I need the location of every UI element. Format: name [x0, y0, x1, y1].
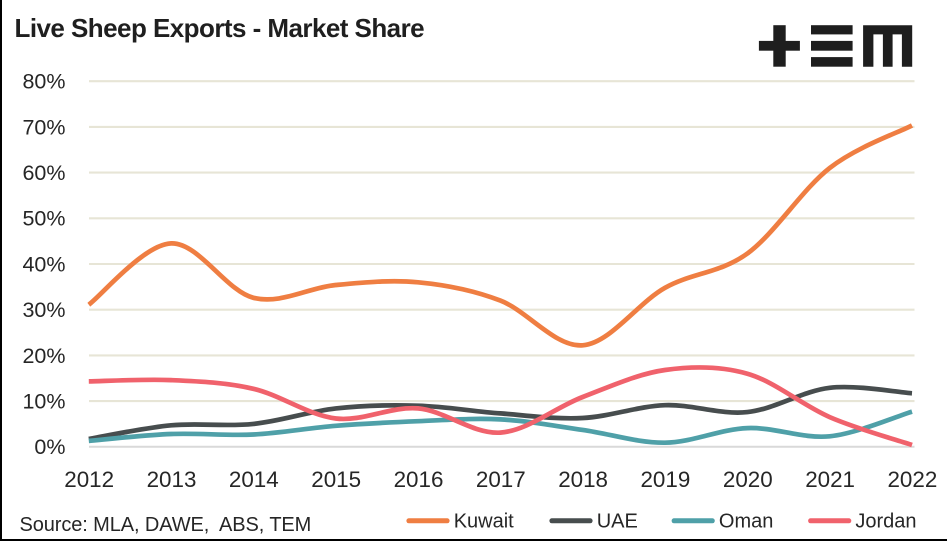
svg-text:Source: MLA, DAWE, ABS, TEM: Source: MLA, DAWE, ABS, TEM [20, 514, 312, 536]
svg-text:10%: 10% [22, 390, 65, 414]
svg-text:Jordan: Jordan [855, 511, 916, 533]
svg-text:20%: 20% [22, 344, 65, 368]
svg-text:2016: 2016 [394, 467, 444, 492]
svg-text:2014: 2014 [229, 467, 279, 492]
svg-text:UAE: UAE [597, 511, 638, 533]
svg-text:60%: 60% [22, 161, 65, 185]
svg-text:2019: 2019 [640, 467, 690, 492]
svg-text:2012: 2012 [64, 467, 114, 492]
svg-text:80%: 80% [22, 70, 65, 94]
svg-text:30%: 30% [22, 298, 65, 322]
svg-text:2017: 2017 [476, 467, 526, 492]
svg-text:2020: 2020 [723, 467, 773, 492]
svg-text:2018: 2018 [558, 467, 608, 492]
svg-text:2015: 2015 [311, 467, 361, 492]
svg-text:70%: 70% [22, 115, 65, 139]
svg-text:40%: 40% [22, 252, 65, 276]
svg-text:Kuwait: Kuwait [454, 511, 514, 533]
svg-text:Live Sheep Exports - Market Sh: Live Sheep Exports - Market Share [15, 13, 425, 43]
svg-text:2013: 2013 [147, 467, 197, 492]
svg-text:0%: 0% [34, 435, 65, 459]
svg-text:2022: 2022 [887, 467, 937, 492]
svg-text:Oman: Oman [719, 511, 773, 533]
svg-text:50%: 50% [22, 207, 65, 231]
svg-text:2021: 2021 [805, 467, 855, 492]
